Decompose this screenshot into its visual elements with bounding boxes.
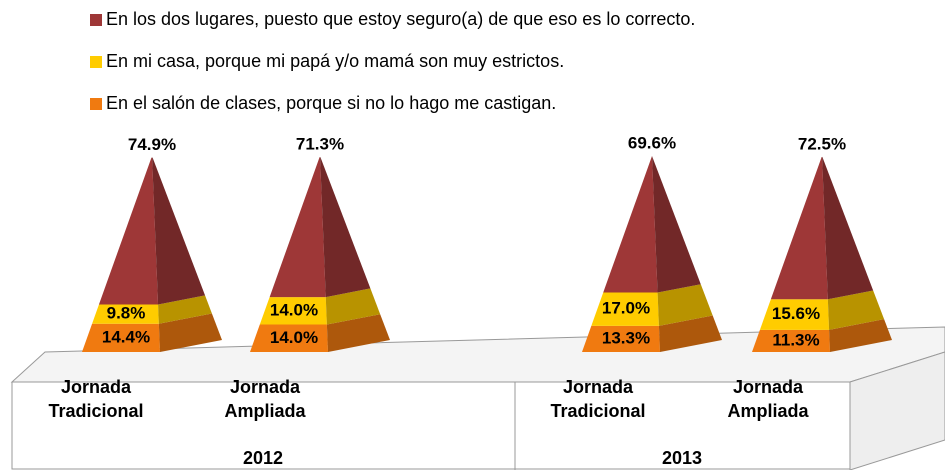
- value-label: 15.6%: [772, 304, 820, 323]
- category-label: Jornada Ampliada: [727, 377, 809, 421]
- value-label: 13.3%: [602, 328, 650, 347]
- pyramid-side: [657, 284, 713, 326]
- value-label: 14.4%: [102, 327, 150, 346]
- legend-swatch: [90, 56, 102, 68]
- pyramid-side: [326, 314, 390, 352]
- value-label: 69.6%: [628, 133, 676, 152]
- pyramid-side: [158, 313, 222, 352]
- pyramid-side: [652, 156, 701, 293]
- pyramid-side: [320, 157, 371, 298]
- floor-front: [11, 381, 851, 470]
- group-label: 2013: [661, 448, 703, 468]
- value-label: 74.9%: [128, 135, 176, 154]
- category-label: Jornada Tradicional: [48, 377, 144, 421]
- value-label: 11.3%: [772, 330, 819, 349]
- legend-label: En mi casa, porque mi papá y/o mamá son …: [106, 51, 564, 71]
- pyramid-front: [250, 324, 328, 352]
- pyramid-side: [158, 295, 212, 324]
- legend-swatch: [90, 14, 102, 26]
- pyramid-front: [82, 323, 160, 352]
- pyramid-front: [582, 325, 660, 352]
- value-label: 14.0%: [270, 300, 318, 319]
- pyramid-side: [822, 156, 874, 300]
- legend-label: En los dos lugares, puesto que estoy seg…: [106, 9, 695, 29]
- group-label: 2012: [242, 448, 284, 468]
- pyramid-front: [98, 157, 159, 305]
- pyramid-front: [269, 157, 326, 298]
- legend-label: En el salón de clases, porque si no lo h…: [106, 93, 556, 113]
- value-label: 14.0%: [270, 328, 318, 347]
- pyramid-side: [325, 288, 381, 325]
- legend-swatch: [90, 98, 102, 110]
- pyramid-side: [827, 290, 885, 330]
- pyramid-side: [658, 315, 722, 352]
- pyramid-front: [591, 292, 659, 326]
- pyramid-front: [752, 329, 830, 352]
- category-label: Jornada Ampliada: [224, 377, 306, 421]
- pyramid-front: [259, 297, 327, 325]
- category-label: Jornada Tradicional: [550, 377, 646, 421]
- value-label: 72.5%: [798, 134, 846, 153]
- value-label: 71.3%: [296, 135, 344, 154]
- pyramid-front: [770, 156, 828, 300]
- pyramid-side: [829, 319, 892, 352]
- value-label: 9.8%: [107, 304, 146, 323]
- pyramid-side: [152, 157, 206, 305]
- pyramid-front: [603, 156, 658, 293]
- pyramid-front: [759, 299, 830, 330]
- value-label: 17.0%: [602, 299, 650, 318]
- pyramid-front: [92, 304, 159, 324]
